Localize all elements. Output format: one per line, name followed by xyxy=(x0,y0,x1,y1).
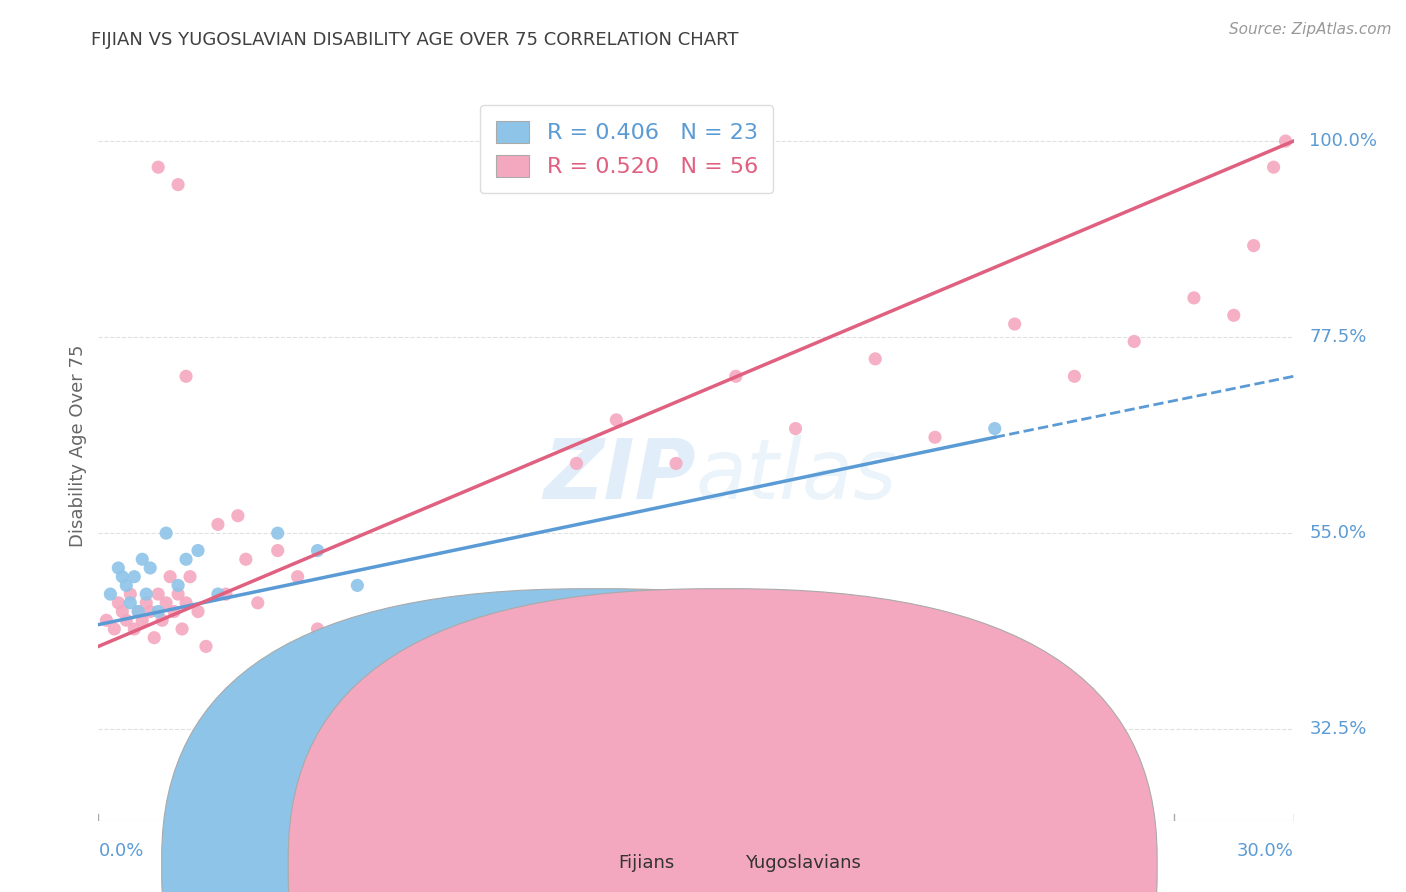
Point xyxy=(172,622,194,636)
Legend: R = 0.406   N = 23, R = 0.520   N = 56: R = 0.406 N = 23, R = 0.520 N = 56 xyxy=(479,105,773,193)
Point xyxy=(107,561,129,575)
Point xyxy=(135,596,157,610)
Text: 32.5%: 32.5% xyxy=(1309,720,1367,739)
Point xyxy=(98,587,122,601)
Point xyxy=(139,605,162,619)
Point xyxy=(115,613,138,627)
Point xyxy=(1004,317,1026,331)
Point xyxy=(215,587,238,601)
Text: 100.0%: 100.0% xyxy=(1309,132,1378,150)
Point xyxy=(565,457,588,471)
Point xyxy=(267,526,290,541)
Point xyxy=(605,413,627,427)
Point xyxy=(120,596,142,610)
Point xyxy=(267,543,290,558)
Point xyxy=(1123,334,1146,349)
Point xyxy=(111,605,134,619)
Y-axis label: Disability Age Over 75: Disability Age Over 75 xyxy=(69,344,87,548)
Point xyxy=(984,421,1007,435)
Point xyxy=(1063,369,1085,384)
Point xyxy=(526,770,548,784)
Point xyxy=(174,369,197,384)
Point xyxy=(406,744,429,758)
Point xyxy=(307,622,329,636)
Text: atlas: atlas xyxy=(696,435,897,516)
Point xyxy=(246,596,269,610)
Point xyxy=(148,587,170,601)
Point xyxy=(167,587,190,601)
Text: ZIP: ZIP xyxy=(543,435,696,516)
Point xyxy=(148,605,170,619)
Text: 55.0%: 55.0% xyxy=(1309,524,1367,542)
Point xyxy=(148,160,170,174)
Point xyxy=(111,570,134,584)
Point xyxy=(131,613,153,627)
Point xyxy=(326,674,349,689)
Point xyxy=(346,682,368,697)
Text: 77.5%: 77.5% xyxy=(1309,328,1367,346)
Point xyxy=(485,753,508,767)
Point xyxy=(167,178,190,192)
Point xyxy=(385,726,409,740)
Point xyxy=(107,596,129,610)
Point xyxy=(195,640,218,654)
Point xyxy=(120,587,142,601)
Point xyxy=(287,570,309,584)
Point xyxy=(96,613,118,627)
Point xyxy=(1182,291,1205,305)
Point xyxy=(139,561,162,575)
Point xyxy=(1223,308,1246,322)
Point xyxy=(124,622,146,636)
Point xyxy=(155,596,177,610)
Text: Yugoslavians: Yugoslavians xyxy=(745,855,860,872)
Point xyxy=(187,605,209,619)
Point xyxy=(159,570,181,584)
Point xyxy=(226,508,249,523)
Point xyxy=(167,578,190,592)
Point xyxy=(426,691,449,706)
Point xyxy=(865,351,887,366)
Point xyxy=(187,543,209,558)
Point xyxy=(346,578,368,592)
Point xyxy=(645,657,668,671)
Point xyxy=(179,570,201,584)
Point xyxy=(155,526,177,541)
Point xyxy=(785,421,807,435)
Text: FIJIAN VS YUGOSLAVIAN DISABILITY AGE OVER 75 CORRELATION CHART: FIJIAN VS YUGOSLAVIAN DISABILITY AGE OVE… xyxy=(91,31,740,49)
Point xyxy=(174,596,197,610)
Point xyxy=(924,430,946,444)
Point xyxy=(124,570,146,584)
Point xyxy=(1263,160,1285,174)
Text: Source: ZipAtlas.com: Source: ZipAtlas.com xyxy=(1229,22,1392,37)
Point xyxy=(103,622,125,636)
Text: 30.0%: 30.0% xyxy=(1237,842,1294,861)
Point xyxy=(665,457,688,471)
Point xyxy=(235,552,257,566)
Point xyxy=(465,691,488,706)
Point xyxy=(1274,134,1296,148)
Point xyxy=(174,552,197,566)
Text: 0.0%: 0.0% xyxy=(98,842,143,861)
Point xyxy=(724,369,747,384)
Point xyxy=(115,578,138,592)
Point xyxy=(135,587,157,601)
Point xyxy=(207,587,229,601)
Text: Fijians: Fijians xyxy=(619,855,675,872)
Point xyxy=(150,613,173,627)
Point xyxy=(307,543,329,558)
Point xyxy=(1243,238,1265,252)
Point xyxy=(127,605,149,619)
Point xyxy=(366,718,388,732)
Point xyxy=(127,605,149,619)
Point xyxy=(207,517,229,532)
Point xyxy=(465,709,488,723)
Point xyxy=(131,552,153,566)
Point xyxy=(446,700,468,714)
Point xyxy=(143,631,166,645)
Point xyxy=(163,605,186,619)
Point xyxy=(406,640,429,654)
